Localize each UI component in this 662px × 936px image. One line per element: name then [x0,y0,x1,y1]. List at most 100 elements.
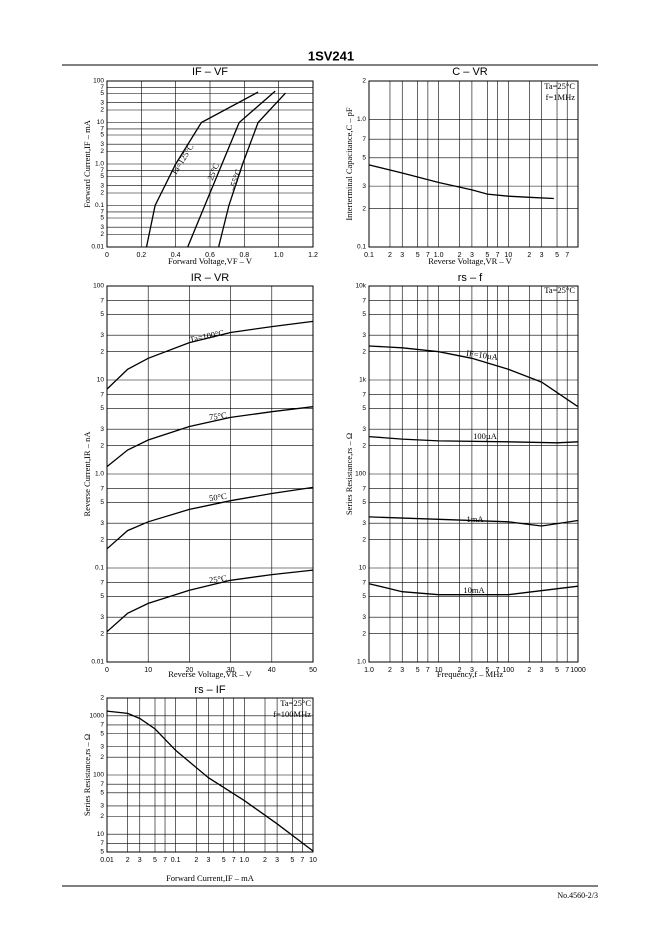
y-tick-label: 5 [100,849,104,856]
y-tick-label: 3 [100,743,104,750]
curve [368,345,579,408]
annotation: f=1MHz [546,92,576,102]
y-tick-label: 0.01 [91,659,104,666]
y-tick-label: 5 [362,405,366,412]
page-title: 1SV241 [308,48,354,63]
plot-frame [368,80,579,248]
x-tick-label: 2 [388,667,392,674]
x-tick-label: 0.1 [171,857,181,864]
y-tick-label: 100 [355,471,366,478]
y-tick-label: 3 [100,224,104,231]
y-tick-label: 2 [100,695,104,702]
x-tick-label: 0.2 [136,252,146,259]
y-tick-label: 0.01 [91,244,104,251]
x-tick-label: 1.0 [239,857,249,864]
x-tick-label: 2 [126,857,130,864]
x-tick-label: 7 [426,252,430,259]
y-tick-label: 2 [100,536,104,543]
x-tick-label: 2 [527,252,531,259]
y-tick-label: 7 [100,391,104,398]
y-tick-label: 7 [362,579,366,586]
x-tick-label: 7 [426,667,430,674]
curve-label: 25°C [208,573,227,585]
x-tick-label: 7 [496,252,500,259]
y-axis-label: Reverse Current,IR – nA [82,431,92,517]
y-tick-label: 7 [362,391,366,398]
x-tick-label: 3 [470,667,474,674]
y-tick-label: 5 [100,132,104,139]
y-tick-label: 5 [100,405,104,412]
x-tick-label: 7 [565,252,569,259]
y-tick-label: 7 [362,136,366,143]
y-tick-label: 2 [100,348,104,355]
curve [217,92,286,248]
curve-label: 1mA [467,514,485,524]
curve [106,320,314,390]
chart-title: C – VR [452,66,488,78]
curve-label: 50°C [208,491,227,503]
y-tick-label: 3 [100,182,104,189]
y-tick-label: 10k [356,283,367,290]
curve [368,164,554,200]
plot-frame [106,697,314,853]
y-tick-label: 3 [100,520,104,527]
x-tick-label: 0.1 [364,252,374,259]
x-tick-label: 3 [275,857,279,864]
y-tick-label: 1.0 [95,161,104,168]
x-tick-label: 2 [194,857,198,864]
curve-label: 10mA [463,585,485,595]
y-tick-label: 3 [100,614,104,621]
y-tick-label: 5 [362,311,366,318]
chart-title: IF – VF [192,66,228,78]
curve-label: IF=10µA [466,348,500,362]
y-tick-label: 1.0 [357,116,366,123]
y-tick-label: 2 [362,536,366,543]
x-tick-label: 0.8 [239,252,249,259]
x-tick-label: 2 [388,252,392,259]
x-tick-label: 5 [290,857,294,864]
x-tick-label: 2 [263,857,267,864]
curve-label: 75°C [209,410,228,422]
x-tick-label: 5 [416,667,420,674]
y-tick-label: 7 [100,722,104,729]
x-tick-label: 3 [470,252,474,259]
curve [106,569,314,633]
annotation: f=100MHz [273,709,311,719]
y-tick-label: 10 [97,377,105,384]
y-tick-label: 1.0 [357,659,366,666]
x-tick-label: 7 [232,857,236,864]
plot-frame [106,285,314,663]
chart-title: rs – f [458,272,483,284]
y-tick-label: 2 [100,813,104,820]
y-axis-label: Series Resistance,rs – Ω [344,433,354,515]
x-tick-label: 7 [496,667,500,674]
x-tick-label: 3 [138,857,142,864]
y-tick-label: 3 [362,426,366,433]
x-tick-label: 3 [206,857,210,864]
curve [187,90,276,248]
y-tick-label: 2 [362,630,366,637]
y-tick-label: 0.1 [95,202,104,209]
y-tick-label: 7 [362,485,366,492]
chart-title: rs – IF [194,684,225,696]
x-axis-label: Forward Current,IF – mA [166,873,255,883]
y-tick-label: 7 [362,297,366,304]
y-tick-label: 5 [100,215,104,222]
x-tick-label: 2 [458,667,462,674]
x-axis-label: Forward Voltage,VF – V [168,256,253,266]
x-tick-label: 3 [540,667,544,674]
y-tick-label: 5 [100,173,104,180]
y-axis-label: Series Resistance,rs – Ω [82,734,92,816]
x-tick-label: 5 [555,252,559,259]
x-tick-label: 7 [300,857,304,864]
chart-title: IR – VR [191,272,230,284]
x-tick-label: 0.6 [205,252,215,259]
y-tick-label: 10 [97,119,105,126]
x-tick-label: 5 [416,252,420,259]
annotation: Ta=25°C [544,285,575,295]
y-tick-label: 10 [359,565,367,572]
y-tick-label: 2 [362,78,366,85]
curve [106,406,314,468]
y-tick-label: 10 [97,831,105,838]
